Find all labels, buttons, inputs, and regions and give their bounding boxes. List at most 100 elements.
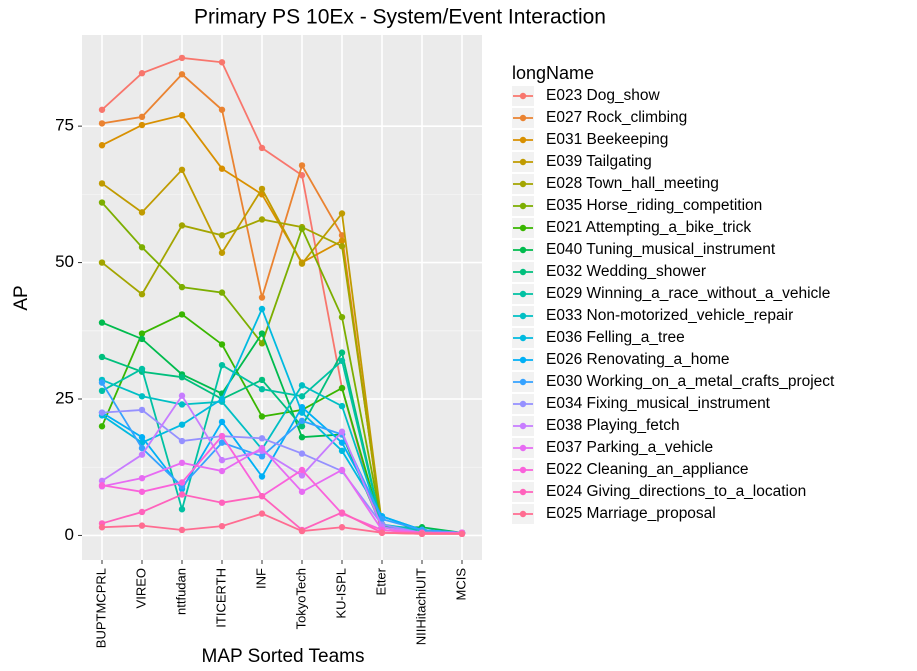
legend-label: E026 Renovating_a_home [546, 351, 730, 368]
point [178, 479, 186, 486]
point [258, 330, 266, 337]
point [298, 162, 306, 169]
legend-label: E022 Cleaning_an_appliance [546, 461, 749, 478]
legend-point [519, 400, 527, 408]
legend-label: E021 Attempting_a_bike_trick [546, 219, 751, 236]
point [258, 510, 266, 517]
legend-point [519, 202, 527, 210]
point [338, 447, 346, 455]
point [178, 437, 186, 445]
point [338, 428, 346, 435]
legend-label: E030 Working_on_a_metal_crafts_project [546, 373, 835, 390]
legend-label: E031 Beekeeping [546, 131, 668, 148]
point [178, 526, 186, 534]
point [98, 387, 106, 395]
point [178, 283, 186, 291]
point [138, 121, 146, 129]
legend-label: E029 Winning_a_race_without_a_vehicle [546, 285, 830, 302]
point [338, 313, 346, 321]
point [338, 466, 346, 474]
point [138, 406, 146, 414]
x-tick-label: KU-ISPL [333, 568, 348, 619]
point [258, 435, 266, 442]
point [338, 237, 346, 244]
point [338, 210, 346, 217]
point [298, 434, 306, 441]
point [138, 488, 146, 495]
y-tick-label: 0 [65, 525, 74, 544]
point [258, 492, 266, 500]
legend-point [519, 246, 527, 254]
point [138, 444, 146, 452]
point [138, 244, 146, 251]
point [178, 166, 186, 173]
point [218, 232, 226, 239]
point [178, 54, 186, 62]
point [138, 365, 146, 373]
point [178, 421, 186, 428]
legend-label: E040 Tuning_musical_instrument [546, 241, 776, 258]
point [458, 530, 466, 538]
point [218, 395, 226, 403]
point [98, 180, 106, 187]
legend-point [519, 312, 527, 320]
series-line [101, 405, 463, 534]
x-tick-label: nttfudan [173, 568, 188, 615]
point [218, 249, 226, 256]
point [178, 392, 186, 399]
point [338, 349, 346, 356]
point [258, 385, 266, 393]
point [258, 305, 266, 313]
legend-label: E036 Felling_a_tree [546, 329, 685, 346]
point [298, 466, 306, 474]
point [258, 216, 266, 223]
point [98, 120, 106, 127]
legend-point [519, 334, 527, 342]
point [258, 376, 266, 384]
x-tick-label: MCIS [453, 568, 468, 601]
legend-label: E032 Wedding_shower [546, 263, 706, 280]
legend-point [519, 466, 527, 474]
point [258, 294, 266, 301]
y-tick-label: 25 [55, 388, 74, 407]
series-line [101, 382, 463, 534]
point [298, 527, 306, 535]
point [178, 401, 186, 408]
legend-point [519, 422, 527, 430]
point [298, 260, 306, 267]
point [418, 530, 426, 538]
point [218, 522, 226, 530]
point [98, 482, 106, 489]
legend-label: E024 Giving_directions_to_a_location [546, 483, 806, 500]
point [338, 243, 346, 250]
point [138, 70, 146, 77]
legend-point [519, 114, 527, 122]
point [298, 450, 306, 457]
point [298, 403, 306, 411]
point [178, 459, 186, 467]
point [258, 473, 266, 480]
point [98, 423, 106, 430]
legend-point [519, 378, 527, 386]
series-line [101, 379, 463, 534]
point [98, 379, 106, 386]
point [298, 417, 306, 425]
point [178, 222, 186, 229]
point [98, 524, 106, 531]
point [338, 524, 346, 531]
legend-label: E033 Non-motorized_vehicle_repair [546, 307, 793, 324]
point [138, 451, 146, 458]
point [218, 165, 226, 172]
point [258, 413, 266, 420]
x-tick-label: Etter [373, 567, 388, 595]
point [218, 361, 226, 369]
point [178, 311, 186, 318]
legend-point [519, 290, 527, 298]
point [338, 384, 346, 392]
point [98, 409, 106, 416]
series-line [101, 434, 462, 534]
legend-label: E034 Fixing_musical_instrument [546, 395, 771, 412]
point [138, 474, 146, 482]
point [138, 291, 146, 298]
